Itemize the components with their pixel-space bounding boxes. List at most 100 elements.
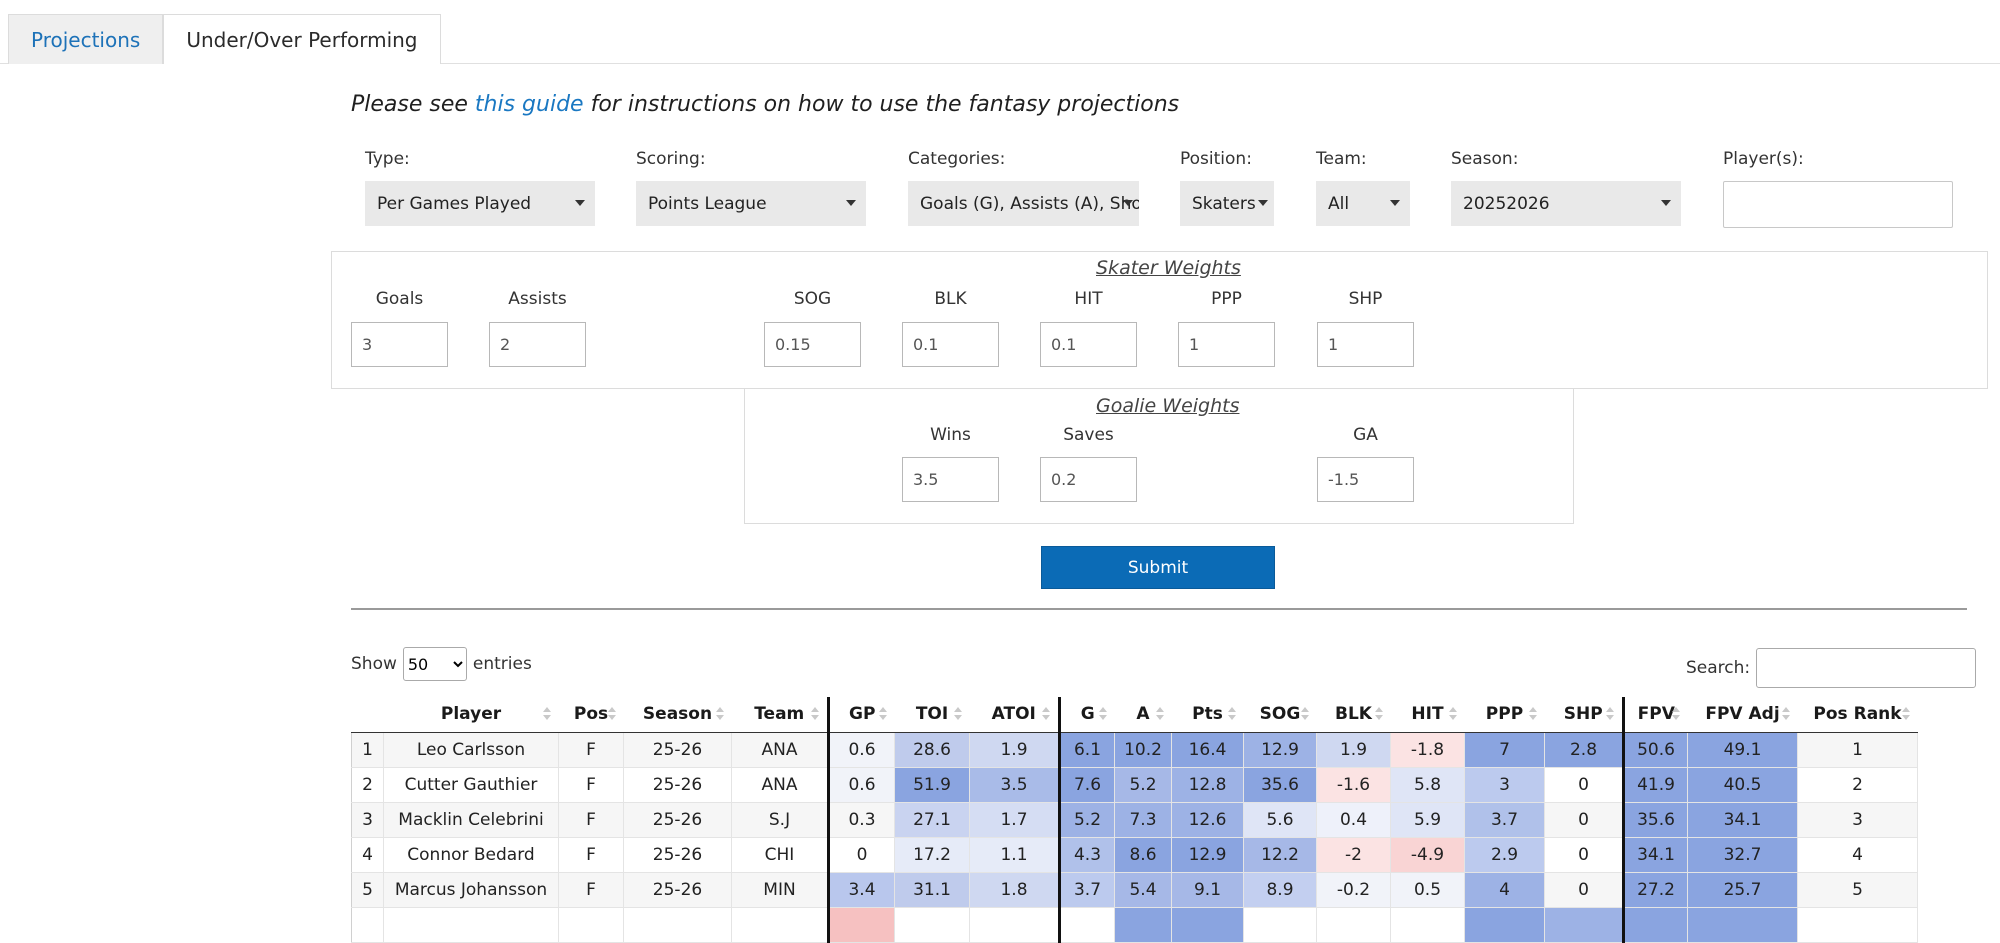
table-cell: 5 [1797, 871, 1918, 908]
entries-select[interactable]: 50 [402, 647, 467, 681]
sort-icon[interactable] [1528, 707, 1537, 721]
table-cell: Connor Bedard [383, 836, 559, 873]
sog-weight-input[interactable] [764, 322, 861, 367]
table-cell: -4.9 [1390, 836, 1465, 873]
table-cell [383, 906, 559, 943]
sort-icon[interactable] [1374, 707, 1383, 721]
sort-icon[interactable] [542, 707, 551, 721]
sort-icon[interactable] [607, 707, 616, 721]
column-header[interactable]: SHP [1544, 697, 1624, 733]
column-header[interactable]: PPP [1464, 697, 1545, 733]
table-cell: 5.2 [1114, 766, 1172, 803]
team-select[interactable]: All [1316, 181, 1410, 226]
column-header[interactable]: BLK [1316, 697, 1391, 733]
ppp-weight-input[interactable] [1178, 322, 1275, 367]
column-header-label: GP [849, 704, 876, 725]
sort-icon[interactable] [1448, 707, 1457, 721]
column-header[interactable]: Team [731, 697, 829, 733]
table-cell: 0.6 [827, 731, 895, 768]
position-select[interactable]: Skaters [1180, 181, 1274, 226]
column-header-label: A [1136, 704, 1150, 725]
table-row[interactable]: 1 Leo Carlsson F 25-26 ANA 0.6 28.6 1.9 6.1 10.2 1… [351, 731, 1918, 768]
sort-icon[interactable] [1606, 707, 1614, 721]
column-header[interactable]: FPV [1622, 697, 1688, 733]
column-header[interactable]: TOI [894, 697, 970, 733]
column-header[interactable]: G [1058, 697, 1115, 733]
table-cell: 25-26 [623, 871, 732, 908]
table-cell: 3.7 [1058, 871, 1115, 908]
scoring-select[interactable]: Points League [636, 181, 866, 226]
column-header[interactable]: GP [827, 697, 895, 733]
column-header[interactable]: Pos [558, 697, 624, 733]
table-cell: 5.4 [1114, 871, 1172, 908]
tab-under-over-performing[interactable]: Under/Over Performing [163, 14, 441, 64]
column-header[interactable]: FPV Adj [1687, 697, 1798, 733]
season-select[interactable]: 20252026 [1451, 181, 1681, 226]
tab-projections[interactable]: Projections [8, 14, 164, 64]
sort-icon[interactable] [1781, 707, 1790, 721]
table-cell: 12.6 [1171, 801, 1244, 838]
sort-icon[interactable] [953, 707, 962, 721]
chevron-down-icon [846, 200, 856, 206]
search-input[interactable] [1756, 648, 1977, 688]
scoring-label: Scoring: [636, 149, 706, 169]
column-header-label: Player [440, 704, 502, 725]
goals-weight-input[interactable] [351, 322, 448, 367]
saves-weight-label: Saves [1063, 425, 1114, 445]
position-label: Position: [1180, 149, 1252, 169]
sort-icon[interactable] [1671, 707, 1680, 721]
chevron-down-icon [1390, 200, 1400, 206]
submit-button[interactable]: Submit [1041, 546, 1275, 589]
column-header[interactable]: SOG [1243, 697, 1317, 733]
sort-icon[interactable] [1901, 707, 1910, 721]
sort-icon[interactable] [811, 707, 819, 721]
table-row[interactable]: 4 Connor Bedard F 25-26 CHI 0 17.2 1.1 4.3 8.6 12.… [351, 836, 1918, 873]
column-header[interactable]: Season [623, 697, 732, 733]
table-cell: 1.9 [1316, 731, 1391, 768]
column-header[interactable]: HIT [1390, 697, 1465, 733]
table-row[interactable]: 3 Macklin Celebrini F 25-26 S.J 0.3 27.1 1.7 5.2… [351, 801, 1918, 838]
sort-icon[interactable] [1098, 707, 1107, 721]
sort-icon[interactable] [715, 707, 724, 721]
row-index-cell [351, 906, 384, 943]
blk-weight-input[interactable] [902, 322, 999, 367]
sort-icon[interactable] [878, 707, 887, 721]
hit-weight-input[interactable] [1040, 322, 1137, 367]
wins-weight-input[interactable] [902, 457, 999, 502]
type-select[interactable]: Per Games Played [365, 181, 595, 226]
ga-weight-input[interactable] [1317, 457, 1414, 502]
table-cell: 1.1 [969, 836, 1060, 873]
table-row[interactable] [351, 906, 1918, 943]
table-cell: 5.9 [1390, 801, 1465, 838]
table-row[interactable]: 2 Cutter Gauthier F 25-26 ANA 0.6 51.9 3.5 7.6 5.… [351, 766, 1918, 803]
shp-weight-input[interactable] [1317, 322, 1414, 367]
sort-icon[interactable] [1155, 707, 1164, 721]
sort-icon[interactable] [1300, 707, 1309, 721]
sort-icon[interactable] [1042, 707, 1050, 721]
scoring-select-value: Points League [648, 193, 767, 214]
entries-label: entries [472, 654, 532, 674]
categories-select[interactable]: Goals (G), Assists (A), Sho [908, 181, 1139, 226]
show-label: Show [351, 654, 397, 674]
column-header[interactable]: A [1114, 697, 1172, 733]
table-cell: 34.1 [1687, 801, 1798, 838]
guide-text: Please see this guide for instructions o… [351, 92, 1179, 117]
table-row[interactable]: 5 Marcus Johansson F 25-26 MIN 3.4 31.1 1.8 3.7 5… [351, 871, 1918, 908]
players-input[interactable] [1723, 181, 1953, 228]
column-header[interactable]: Pts [1171, 697, 1244, 733]
table-cell: CHI [731, 836, 829, 873]
assists-weight-input[interactable] [489, 322, 586, 367]
table-cell: 17.2 [894, 836, 970, 873]
table-cell: 41.9 [1622, 766, 1688, 803]
column-header[interactable]: Player [383, 697, 559, 733]
row-index-cell: 2 [351, 766, 384, 803]
saves-weight-input[interactable] [1040, 457, 1137, 502]
table-cell: F [558, 731, 624, 768]
chevron-down-icon [575, 200, 585, 206]
table-cell [1058, 906, 1115, 943]
guide-link[interactable]: this guide [474, 92, 584, 117]
column-header[interactable]: Pos Rank [1797, 697, 1918, 733]
column-header[interactable]: ATOI [969, 697, 1060, 733]
table-cell: 8.6 [1114, 836, 1172, 873]
sort-icon[interactable] [1227, 707, 1236, 721]
